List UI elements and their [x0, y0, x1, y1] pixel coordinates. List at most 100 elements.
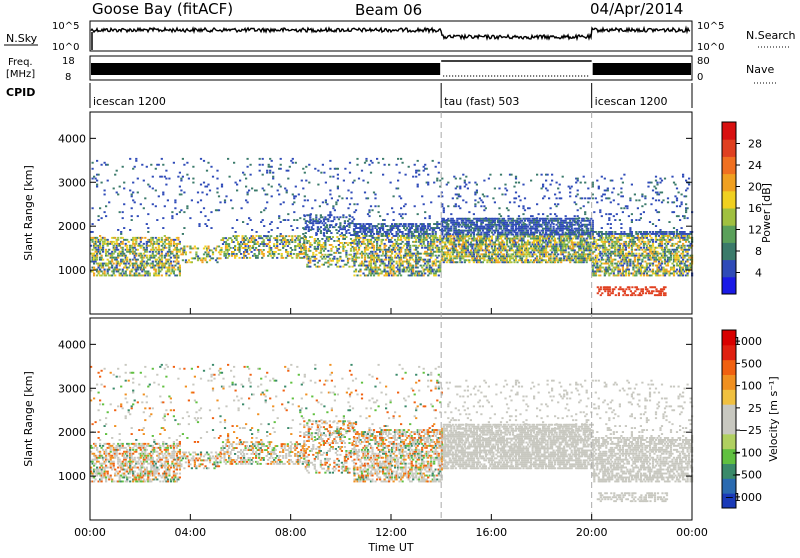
power-cell: [400, 239, 402, 241]
power-cell: [197, 255, 199, 257]
power-cell: [420, 265, 422, 267]
power-cell: [228, 243, 230, 245]
power-cell: [613, 235, 615, 237]
power-cell: [96, 186, 98, 188]
power-cell: [429, 265, 431, 267]
power-cell: [400, 275, 402, 277]
power-cell: [550, 228, 552, 230]
power-cell: [113, 253, 115, 255]
power-cell: [246, 243, 248, 245]
power-cell: [391, 237, 393, 239]
power-cell: [330, 264, 332, 266]
power-cell: [236, 255, 238, 257]
date-title: 04/Apr/2014: [590, 0, 683, 18]
power-cell: [538, 259, 540, 261]
power-cell: [374, 265, 376, 267]
power-cell: [263, 249, 265, 251]
power-cell: [390, 271, 392, 273]
power-cell: [638, 259, 640, 261]
power-cell: [266, 237, 268, 239]
power-cell: [391, 259, 393, 261]
power-cell: [144, 275, 146, 277]
power-cell: [324, 246, 326, 248]
power-cell: [225, 255, 227, 257]
power-cell: [620, 239, 622, 241]
power-cell: [652, 231, 654, 233]
power-cell: [236, 239, 238, 241]
power-cell: [155, 273, 157, 275]
power-cell: [96, 259, 98, 261]
power-cell: [521, 249, 523, 251]
power-cell: [497, 255, 499, 257]
power-cell: [417, 227, 419, 229]
power-cell: [212, 251, 214, 253]
power-cell: [536, 255, 538, 257]
power-cell: [644, 257, 646, 259]
power-cell: [308, 226, 310, 228]
power-cell: [179, 273, 181, 275]
power-cell: [379, 269, 381, 271]
power-cell: [131, 194, 133, 196]
power-cell: [158, 247, 160, 249]
power-cell: [569, 261, 571, 263]
power-cell: [152, 245, 154, 247]
power-cell: [281, 253, 283, 255]
power-cell: [237, 241, 239, 243]
power-cell: [146, 265, 148, 267]
power-cell: [631, 233, 633, 235]
power-cell: [547, 226, 549, 228]
power-cell: [335, 246, 337, 248]
power-cell: [168, 249, 170, 251]
power-cell: [141, 259, 143, 261]
power-cell: [338, 230, 340, 232]
power-cell: [314, 238, 316, 240]
power-cell: [670, 255, 672, 257]
power-cell: [122, 249, 124, 251]
power-cell: [595, 231, 597, 233]
power-cell: [312, 218, 314, 220]
power-cell: [327, 240, 329, 242]
power-cell: [329, 230, 331, 232]
power-cell: [113, 271, 115, 273]
power-cell: [429, 229, 431, 231]
power-cell: [355, 261, 357, 263]
power-cell: [158, 251, 160, 253]
power-cell: [529, 261, 531, 263]
power-cell: [305, 250, 307, 252]
power-cell: [152, 188, 154, 190]
power-cell: [622, 267, 624, 269]
power-cell: [423, 243, 425, 245]
power-cell: [489, 242, 491, 244]
power-cell: [400, 249, 402, 251]
power-cell: [556, 224, 558, 226]
power-cell: [186, 261, 188, 263]
power-cell: [569, 220, 571, 222]
power-cell: [177, 263, 179, 265]
power-cell: [619, 269, 621, 271]
power-cell: [527, 240, 529, 242]
power-cell: [667, 243, 669, 245]
power-cell: [321, 222, 323, 224]
power-cell: [359, 231, 361, 233]
power-cell: [647, 243, 649, 245]
power-cell: [412, 271, 414, 273]
power-cell: [107, 245, 109, 247]
power-cell: [643, 247, 645, 249]
power-cell: [527, 226, 529, 228]
power-cell: [452, 218, 454, 220]
power-cell: [123, 203, 125, 205]
power-cell: [315, 250, 317, 252]
power-cell: [661, 263, 663, 265]
power-cell: [318, 240, 320, 242]
power-cell: [294, 235, 296, 237]
power-cell: [165, 247, 167, 249]
power-cell: [355, 239, 357, 241]
power-cell: [315, 254, 317, 256]
power-cell: [491, 246, 493, 248]
power-cell: [162, 227, 164, 229]
power-cell: [518, 244, 520, 246]
power-cell: [393, 275, 395, 277]
power-cell: [249, 245, 251, 247]
power-cell: [628, 247, 630, 249]
power-cell: [530, 251, 532, 253]
